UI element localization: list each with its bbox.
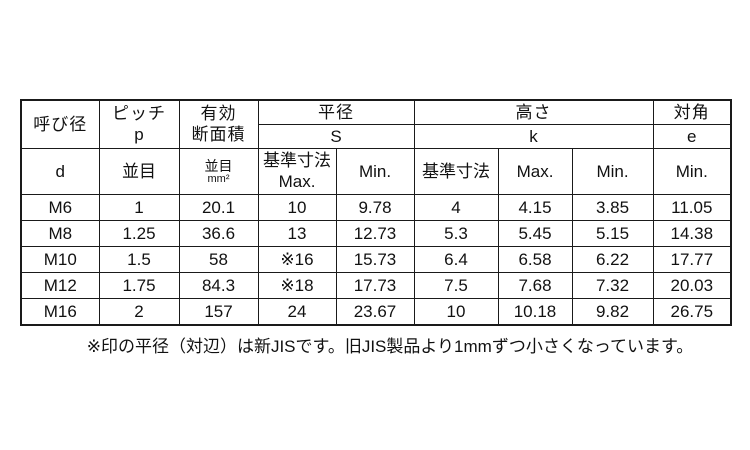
cell-pitch: 2	[98, 298, 180, 326]
header-s-basic-max: 基準寸法 Max.	[257, 148, 337, 195]
cell-k-max: 6.58	[497, 246, 573, 273]
header-effective-area: 有効 断面積	[178, 99, 259, 149]
header-height-symbol: k	[413, 124, 654, 149]
cell-nominal: M16	[20, 298, 100, 326]
cell-pitch: 1.75	[98, 272, 180, 299]
cell-pitch: 1.5	[98, 246, 180, 273]
cell-k-max: 4.15	[497, 194, 573, 221]
header-area-label-line1: 有効	[200, 104, 237, 124]
table-row-m8: M8 1.25 36.6 13 12.73 5.3 5.45 5.15 14.3…	[20, 220, 732, 247]
cell-k-max: 10.18	[497, 298, 573, 326]
cell-k-max: 7.68	[497, 272, 573, 299]
cell-e-min: 11.05	[652, 194, 732, 221]
table-row-m10: M10 1.5 58 ※16 15.73 6.4 6.58 6.22 17.77	[20, 246, 732, 273]
header-s-min: Min.	[335, 148, 415, 195]
header-k-max: Max.	[497, 148, 573, 195]
header-pitch-symbol: p	[134, 124, 144, 144]
header-nominal-diameter: 呼び径	[20, 99, 100, 149]
header-width-across-flats: 平径	[257, 99, 415, 125]
cell-k-basic: 4	[413, 194, 499, 221]
table-row-m6: M6 1 20.1 10 9.78 4 4.15 3.85 11.05	[20, 194, 732, 221]
header-pitch-coarse: 並目	[98, 148, 180, 195]
cell-k-basic: 7.5	[413, 272, 499, 299]
cell-s-min: 23.67	[335, 298, 415, 326]
header-d: d	[20, 148, 100, 195]
header-k-min: Min.	[571, 148, 654, 195]
cell-k-basic: 6.4	[413, 246, 499, 273]
cell-s-max: 10	[257, 194, 337, 221]
cell-e-min: 14.38	[652, 220, 732, 247]
cell-e-min: 26.75	[652, 298, 732, 326]
cell-pitch: 1	[98, 194, 180, 221]
cell-k-min: 7.32	[571, 272, 654, 299]
cell-s-max: 24	[257, 298, 337, 326]
header-area-unit: mm²	[207, 173, 230, 186]
cell-s-min: 9.78	[335, 194, 415, 221]
cell-pitch: 1.25	[98, 220, 180, 247]
header-s-max-label: Max.	[278, 171, 316, 191]
header-pitch: ピッチ p	[98, 99, 180, 149]
cell-k-min: 5.15	[571, 220, 654, 247]
header-area-label-line2: 断面積	[191, 124, 246, 144]
cell-s-min: 15.73	[335, 246, 415, 273]
header-area-coarse-label: 並目	[204, 157, 233, 174]
cell-e-min: 17.77	[652, 246, 732, 273]
table-row-m12: M12 1.75 84.3 ※18 17.73 7.5 7.68 7.32 20…	[20, 272, 732, 299]
cell-k-min: 3.85	[571, 194, 654, 221]
header-area-coarse: 並目 mm²	[178, 148, 259, 195]
cell-nominal: M6	[20, 194, 100, 221]
table-row-m16: M16 2 157 24 23.67 10 10.18 9.82 26.75	[20, 298, 732, 326]
cell-nominal: M12	[20, 272, 100, 299]
cell-s-max: ※18	[257, 272, 337, 299]
cell-nominal: M8	[20, 220, 100, 247]
cell-k-basic: 10	[413, 298, 499, 326]
cell-e-min: 20.03	[652, 272, 732, 299]
header-pitch-label: ピッチ	[112, 104, 166, 124]
header-flats-symbol: S	[257, 124, 415, 149]
cell-s-min: 17.73	[335, 272, 415, 299]
cell-k-min: 6.22	[571, 246, 654, 273]
cell-s-min: 12.73	[335, 220, 415, 247]
cell-s-max: 13	[257, 220, 337, 247]
cell-k-min: 9.82	[571, 298, 654, 326]
spec-table: 呼び径 ピッチ p 有効 断面積 平径 高さ 対角 S k e d 並目 並目 …	[20, 99, 733, 326]
footnote: ※印の平径（対辺）は新JISです。旧JIS製品より1mmずつ小さくなっています。	[86, 337, 694, 356]
header-s-basic-label: 基準寸法	[263, 151, 331, 171]
header-height: 高さ	[413, 99, 654, 125]
cell-area: 157	[178, 298, 259, 326]
cell-area: 36.6	[178, 220, 259, 247]
cell-s-max: ※16	[257, 246, 337, 273]
header-across-corners: 対角	[652, 99, 732, 125]
cell-nominal: M10	[20, 246, 100, 273]
cell-area: 58	[178, 246, 259, 273]
header-corners-symbol: e	[652, 124, 732, 149]
header-e-min: Min.	[652, 148, 732, 195]
header-k-basic: 基準寸法	[413, 148, 499, 195]
cell-k-max: 5.45	[497, 220, 573, 247]
cell-k-basic: 5.3	[413, 220, 499, 247]
cell-area: 20.1	[178, 194, 259, 221]
cell-area: 84.3	[178, 272, 259, 299]
